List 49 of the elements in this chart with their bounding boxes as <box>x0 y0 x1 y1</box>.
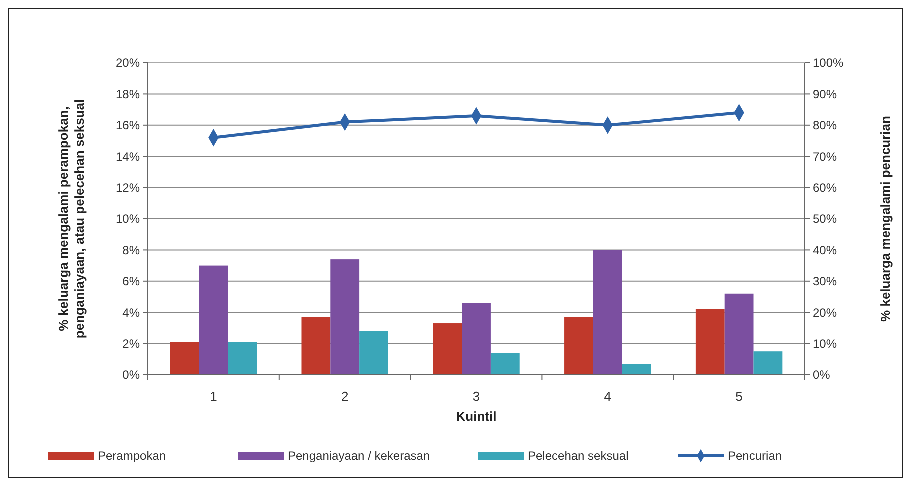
y-tick-label: 14% <box>116 150 140 164</box>
y2-tick-label: 10% <box>813 337 838 351</box>
y2-axis-title: % keluarga mengalami pencurian <box>878 116 893 322</box>
legend-label: Penganiayaan / kekerasan <box>288 449 430 464</box>
y2-tick-label: 60% <box>813 181 838 195</box>
bar <box>622 364 652 375</box>
bar <box>593 250 622 375</box>
bar <box>228 342 258 375</box>
bar <box>490 353 520 375</box>
bar <box>330 260 360 375</box>
x-tick-label: 1 <box>210 389 218 404</box>
x-tick-label: 4 <box>604 389 612 404</box>
x-tick-label: 2 <box>341 389 349 404</box>
y-tick-label: 8% <box>122 243 140 258</box>
bar <box>564 317 594 375</box>
y2-tick-label: 40% <box>813 243 838 258</box>
y-tick-label: 16% <box>116 118 140 133</box>
x-tick-label: 5 <box>736 389 743 404</box>
bar <box>433 324 462 375</box>
y2-tick-label: 50% <box>813 212 838 226</box>
y-tick-label: 12% <box>116 181 140 195</box>
y-tick-label: 20% <box>116 56 140 70</box>
x-tick-label: 3 <box>472 389 480 404</box>
bar <box>199 266 228 375</box>
y-tick-label: 6% <box>122 274 140 289</box>
y-tick-label: 4% <box>122 306 140 320</box>
legend-label: Perampokan <box>98 449 166 464</box>
y-axis-title: % keluarga mengalami perampokan, penganiayaan, atau pelecehan seksual <box>56 99 87 339</box>
y2-tick-label: 90% <box>813 87 838 102</box>
y2-tick-label: 30% <box>813 274 838 289</box>
y-tick-label: 18% <box>116 87 140 102</box>
y2-tick-label: 80% <box>813 118 838 133</box>
bar <box>360 331 388 375</box>
y-tick-label: 0% <box>122 368 140 382</box>
bar <box>724 294 754 375</box>
y2-tick-label: 0% <box>813 368 831 382</box>
y2-tick-label: 100% <box>813 56 844 70</box>
bar <box>754 352 783 375</box>
legend-label: Pencurian <box>728 449 782 464</box>
bar <box>302 317 331 375</box>
legend-label: Pelecehan seksual <box>528 449 629 464</box>
y2-tick-label: 20% <box>813 306 838 320</box>
bar <box>696 309 725 375</box>
bar <box>462 303 491 375</box>
y-tick-label: 10% <box>116 212 140 226</box>
y-tick-label: 2% <box>122 337 140 351</box>
y2-tick-label: 70% <box>813 150 838 164</box>
x-axis-title: Kuintil <box>456 409 497 424</box>
bar <box>170 342 200 375</box>
